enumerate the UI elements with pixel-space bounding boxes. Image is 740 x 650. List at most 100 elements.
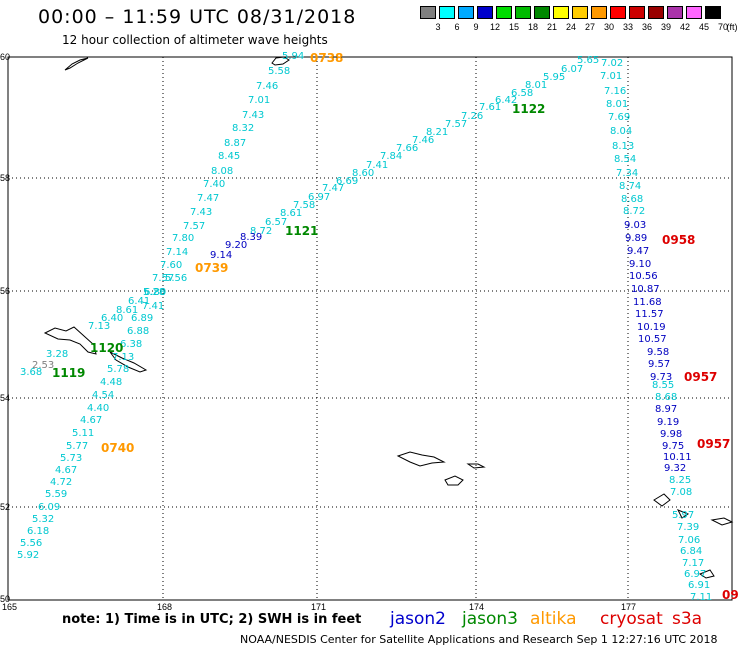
legend-label: 6 xyxy=(454,22,460,32)
footer-note: note: 1) Time is in UTC; 2) SWH is in fe… xyxy=(62,612,362,627)
wave-height-value: 4.72 xyxy=(50,477,72,488)
legend-swatch xyxy=(458,6,474,19)
wave-height-value: 6.69 xyxy=(336,176,358,187)
altimeter-track: 3.683.286.386.886.897.136.408.616.417.41… xyxy=(20,51,304,378)
wave-height-value: 3.68 xyxy=(20,367,42,378)
legend-swatch xyxy=(477,6,493,19)
wave-height-value: 7.57 xyxy=(183,221,205,232)
legend-swatch xyxy=(591,6,607,19)
legend-unit: (ft) xyxy=(726,22,738,32)
island-outline xyxy=(676,509,690,519)
satellite-label: altika xyxy=(530,609,577,629)
legend-swatch xyxy=(534,6,550,19)
wave-height-value: 8.72 xyxy=(623,206,645,217)
satellite-label: s3a xyxy=(672,609,703,629)
legend-label: 3 xyxy=(435,22,441,32)
wave-height-value: 9.03 xyxy=(624,220,646,231)
legend-swatch xyxy=(610,6,626,19)
legend-label: 15 xyxy=(508,22,519,32)
wave-height-value: 7.26 xyxy=(461,111,483,122)
wave-height-value: 6.80 xyxy=(144,287,166,298)
legend-label: 45 xyxy=(698,22,709,32)
wave-height-value: 7.34 xyxy=(616,168,638,179)
legend-swatch xyxy=(667,6,683,19)
lat-lon-grid xyxy=(7,56,733,601)
wave-height-value: 2.53 xyxy=(32,360,54,371)
wave-height-value: 9.75 xyxy=(662,441,684,452)
wave-height-value: 5.11 xyxy=(72,428,94,439)
wave-height-value: 6.88 xyxy=(127,326,149,337)
island-outline xyxy=(444,475,464,486)
wave-height-value: 9.20 xyxy=(225,240,247,251)
wave-height-value: 5.28 xyxy=(143,287,165,298)
wave-height-value: 8.21 xyxy=(426,127,448,138)
wave-height-value: 4.54 xyxy=(92,390,114,401)
wave-height-value: 6.89 xyxy=(131,313,153,324)
wave-height-value: 7.57 xyxy=(445,119,467,130)
wave-height-value: 6.41 xyxy=(128,296,150,307)
wave-height-value: 7.58 xyxy=(293,200,315,211)
wave-height-value: 5.32 xyxy=(32,514,54,525)
wave-height-value: 5.56 xyxy=(165,273,187,284)
wave-height-value: 7.01 xyxy=(600,71,622,82)
wave-height-value: 7.13 xyxy=(112,352,134,363)
longitude-label: 177 xyxy=(621,602,637,612)
altimeter-tracks: 5.925.566.185.326.095.594.724.675.735.77… xyxy=(17,51,712,603)
wave-height-value: 9.19 xyxy=(657,417,679,428)
wave-height-value: 7.46 xyxy=(412,135,434,146)
altimeter-track: 5.925.566.185.326.095.594.724.675.735.77… xyxy=(17,352,134,561)
wave-height-value: 7.69 xyxy=(608,112,630,123)
pass-time-label: 1122 xyxy=(512,102,545,116)
wave-height-value: 7.47 xyxy=(197,193,219,204)
satellite-label: jason3 xyxy=(462,609,518,629)
wave-height-value: 6.38 xyxy=(120,339,142,350)
wave-height-value: 10.87 xyxy=(631,284,660,295)
wave-height-value: 7.11 xyxy=(690,592,712,603)
wave-height-value: 5.73 xyxy=(60,453,82,464)
wave-height-value: 8.25 xyxy=(669,475,691,486)
legend-label: 42 xyxy=(679,22,690,32)
pass-time-label: 1121 xyxy=(285,224,318,238)
latitude-label: 52 xyxy=(0,502,11,512)
wave-height-value: 8.61 xyxy=(116,305,138,316)
legend-swatch xyxy=(686,6,702,19)
altimeter-track: 9.149.208.39 xyxy=(210,232,262,261)
wave-height-value: 5.78 xyxy=(107,364,129,375)
latitude-label: 56 xyxy=(0,286,11,296)
legend-swatch xyxy=(572,6,588,19)
wave-height-value: 5.97 xyxy=(672,510,694,521)
page-title: 00:00 – 11:59 UTC 08/31/2018 xyxy=(38,6,357,28)
wave-height-value: 11.68 xyxy=(633,297,662,308)
legend-swatch xyxy=(629,6,645,19)
wave-height-value: 9.98 xyxy=(660,429,682,440)
pass-time-label: 0738 xyxy=(310,51,343,65)
wave-height-value: 10.19 xyxy=(637,322,666,333)
wave-height-value: 8.97 xyxy=(655,404,677,415)
wave-height-value: 6.91 xyxy=(688,580,710,591)
legend-label: 24 xyxy=(565,22,576,32)
wave-height-value: 5.95 xyxy=(543,72,565,83)
altimeter-track: 8.558.68 8.257.08 5.977.39 7.066.847.176.97… xyxy=(652,380,712,603)
wave-height-value: 4.48 xyxy=(100,377,122,388)
satellite-label: cryosat xyxy=(600,609,663,629)
wave-height-value: 8.68 xyxy=(655,392,677,403)
island-outline xyxy=(43,326,97,355)
pass-time-label: 0958 xyxy=(662,233,695,247)
legend-label: 30 xyxy=(603,22,614,32)
wave-height-value: 7.43 xyxy=(190,207,212,218)
footer-credit: NOAA/NESDIS Center for Satellite Applica… xyxy=(240,633,718,646)
wave-height-value: 6.57 xyxy=(265,217,287,228)
wave-height-value: 9.47 xyxy=(627,246,649,257)
pass-time-label: 0739 xyxy=(195,261,228,275)
wave-height-value: 9.32 xyxy=(664,463,686,474)
pass-time-label: 09 xyxy=(722,588,739,602)
wave-height-value: 7.40 xyxy=(203,179,225,190)
wave-height-value: 10.56 xyxy=(629,271,658,282)
legend-label: 39 xyxy=(660,22,671,32)
wave-height-value: 5.56 xyxy=(20,538,42,549)
wave-height-value: 7.61 xyxy=(479,102,501,113)
wave-height-value: 7.43 xyxy=(242,110,264,121)
pass-time-label: 0957 xyxy=(697,437,730,451)
